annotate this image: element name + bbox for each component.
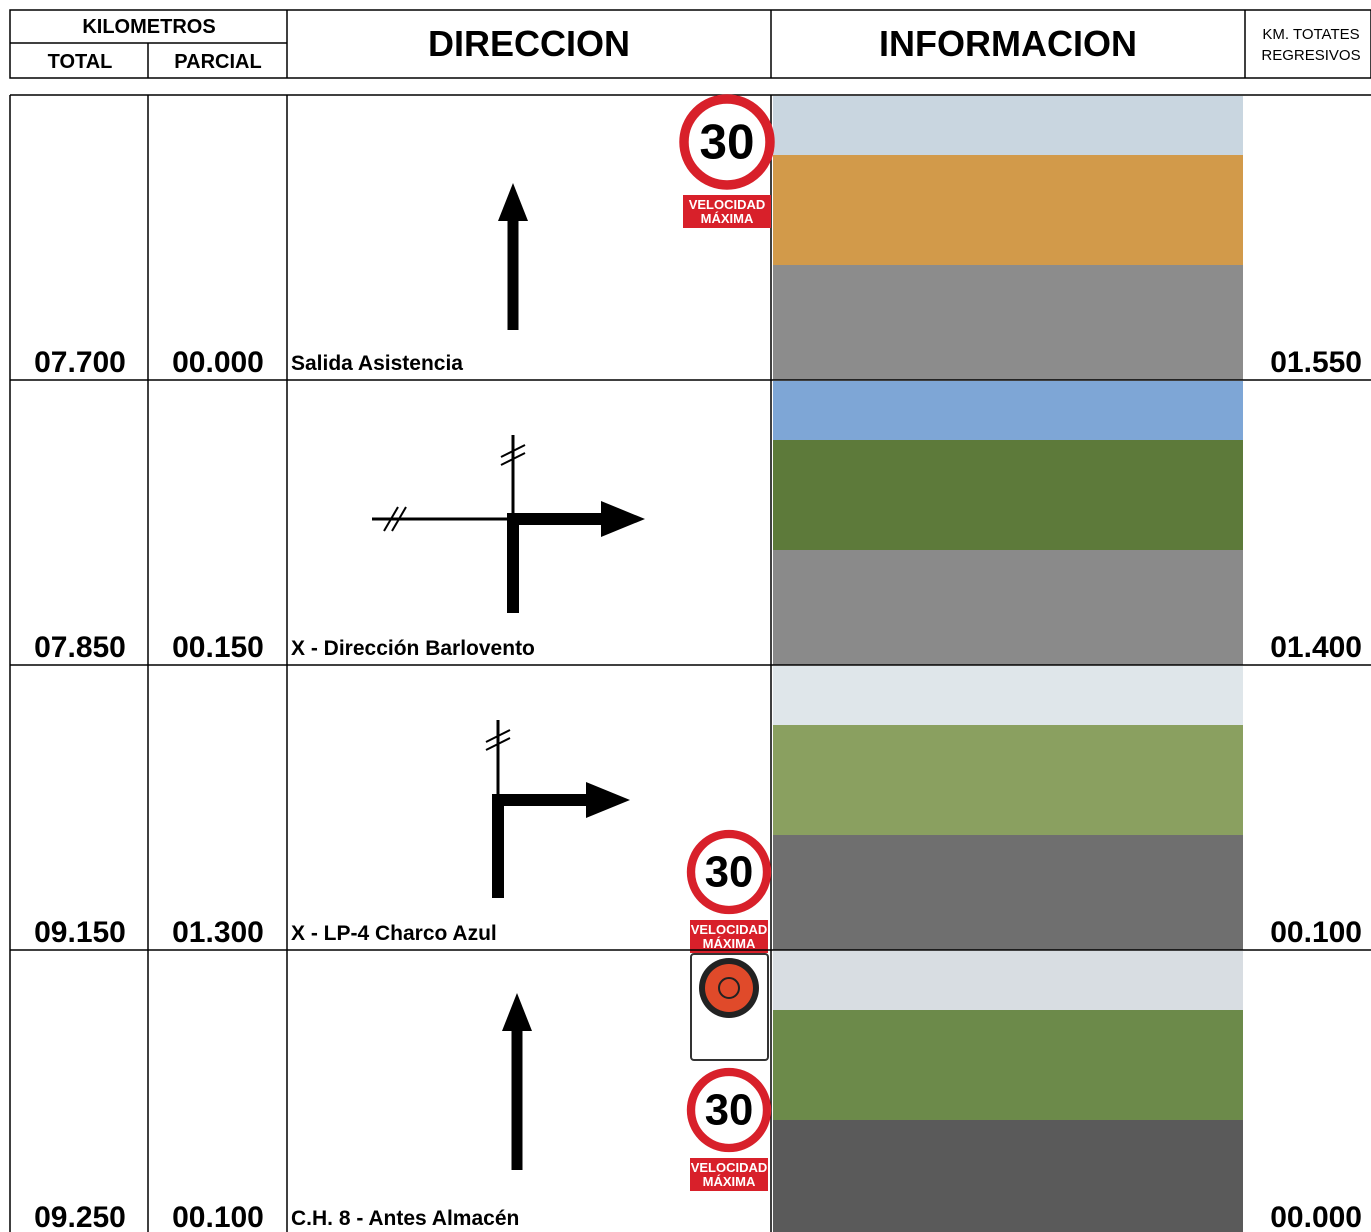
speed-caption: VELOCIDAD bbox=[691, 922, 768, 937]
road-mark bbox=[383, 506, 399, 532]
speed-limit: 30 bbox=[705, 1085, 754, 1134]
street-photo-road bbox=[773, 265, 1243, 380]
speed-limit: 30 bbox=[700, 114, 755, 169]
street-photo-buildings bbox=[773, 155, 1243, 265]
route-row: 09.250 00.100 C.H. 8 - Antes Almacén 00.000… bbox=[9, 949, 1371, 1232]
street-photo-buildings bbox=[773, 725, 1243, 835]
road-mark bbox=[485, 729, 511, 743]
speed-sign bbox=[679, 94, 775, 190]
km-total: 09.150 bbox=[34, 916, 126, 949]
header-informacion: INFORMACION bbox=[879, 23, 1137, 64]
km-regresivo: 01.400 bbox=[1270, 631, 1362, 664]
road-mark bbox=[500, 452, 526, 466]
speed-limit: 30 bbox=[705, 847, 754, 896]
km-regresivo: 01.550 bbox=[1270, 346, 1362, 379]
header-regresivos: KM. TOTATES bbox=[1262, 26, 1359, 43]
header bbox=[9, 9, 1371, 79]
description: C.H. 8 - Antes Almacén bbox=[291, 1207, 519, 1230]
speed-caption: MÁXIMA bbox=[703, 936, 756, 951]
km-regresivo: 00.000 bbox=[1270, 1201, 1362, 1232]
speed-sign bbox=[686, 1067, 772, 1153]
header-parcial: PARCIAL bbox=[174, 51, 261, 73]
street-photo-road bbox=[773, 550, 1243, 665]
street-photo-buildings bbox=[773, 440, 1243, 550]
route-row: 07.850 00.150 X - Dirección Barlovento 01.4… bbox=[9, 379, 1371, 665]
speed-caption-box bbox=[690, 920, 768, 953]
speed-caption: MÁXIMA bbox=[703, 1174, 756, 1189]
description: Salida Asistencia bbox=[291, 352, 463, 375]
speed-caption-box bbox=[683, 195, 771, 228]
street-photo-road bbox=[773, 835, 1243, 950]
traffic-sign bbox=[718, 977, 740, 999]
km-parcial: 01.300 bbox=[172, 916, 264, 949]
header-direccion: DIRECCION bbox=[428, 23, 630, 64]
route-row: 09.150 01.300 X - LP-4 Charco Azul 00.100 30… bbox=[9, 664, 1371, 953]
header-regresivos: REGRESIVOS bbox=[1261, 47, 1360, 64]
speed-caption: MÁXIMA bbox=[701, 211, 754, 226]
street-photo-buildings bbox=[773, 1010, 1243, 1120]
rows: 07.700 00.000 Salida Asistencia 01.550 30 VEL… bbox=[9, 94, 1371, 1232]
direction-arrow-head bbox=[586, 782, 630, 818]
km-parcial: 00.100 bbox=[172, 1201, 264, 1232]
direction-arrow-head bbox=[601, 501, 645, 537]
km-total: 09.250 bbox=[34, 1201, 126, 1232]
direction-arrow-head bbox=[502, 993, 532, 1031]
route-row: 07.700 00.000 Salida Asistencia 01.550 30 VEL… bbox=[9, 94, 1371, 380]
description: X - LP-4 Charco Azul bbox=[291, 922, 497, 945]
km-regresivo: 00.100 bbox=[1270, 916, 1362, 949]
speed-caption: VELOCIDAD bbox=[691, 1160, 768, 1175]
road-mark bbox=[485, 737, 511, 751]
km-total: 07.700 bbox=[34, 346, 126, 379]
header-box bbox=[9, 9, 1371, 79]
header-kilometros: KILOMETROS bbox=[82, 16, 215, 38]
km-parcial: 00.000 bbox=[172, 346, 264, 379]
traffic-sign bbox=[705, 964, 753, 1012]
km-total: 07.850 bbox=[34, 631, 126, 664]
road-mark bbox=[500, 444, 526, 458]
road-mark bbox=[391, 506, 407, 532]
header-total: TOTAL bbox=[48, 51, 113, 73]
speed-sign bbox=[686, 829, 772, 915]
street-photo-road bbox=[773, 1120, 1243, 1232]
km-parcial: 00.150 bbox=[172, 631, 264, 664]
speed-caption: VELOCIDAD bbox=[689, 197, 766, 212]
direction-arrow-head bbox=[498, 183, 528, 221]
speed-caption-box bbox=[690, 1158, 768, 1191]
description: X - Dirección Barlovento bbox=[291, 637, 535, 660]
